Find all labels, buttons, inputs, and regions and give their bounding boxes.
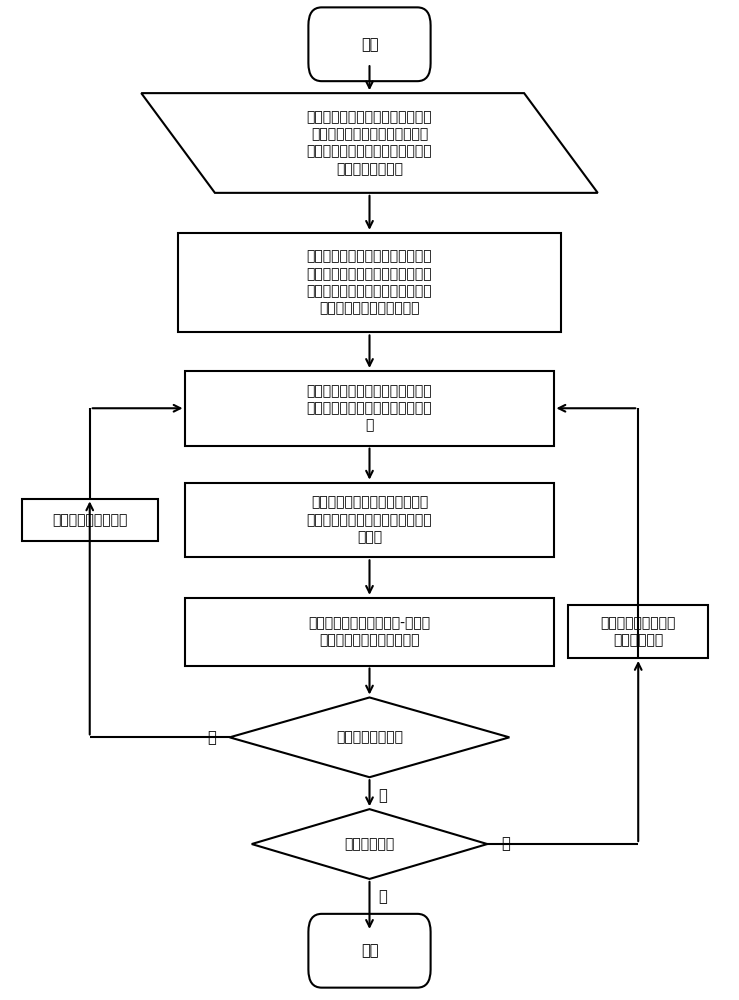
Text: 是: 是	[378, 788, 387, 803]
Text: 读取停止时刻的结果
作为初始条件: 读取停止时刻的结果 作为初始条件	[601, 616, 676, 647]
Polygon shape	[230, 697, 509, 777]
Bar	[178, 233, 561, 332]
Text: 否: 否	[207, 730, 216, 745]
Text: 迁移时长判断: 迁移时长判断	[344, 837, 395, 851]
Polygon shape	[141, 93, 598, 193]
Text: 调用蒸汽泡数量随尺寸分布的关
系，输入事故初始时刻气泡数量分
布规律: 调用蒸汽泡数量随尺寸分布的关 系，输入事故初始时刻气泡数量分 布规律	[307, 496, 432, 544]
Text: 调用铅基合金物性关系式，引入多
孔介质模型和湍流普朗特模型，获
得反应堆一回路稳态温度场、压力
场，作为事故工况计算初値: 调用铅基合金物性关系式，引入多 孔介质模型和湍流普朗特模型，获 得反应堆一回路稳…	[307, 250, 432, 316]
Text: 路径计算收敛判断: 路径计算收敛判断	[336, 730, 403, 744]
Bar	[185, 598, 554, 666]
Text: 是: 是	[378, 889, 387, 904]
FancyBboxPatch shape	[308, 914, 431, 988]
Bar	[21, 499, 158, 541]
Text: 结束: 结束	[361, 943, 378, 958]
Text: 修正拖曳系数关系式: 修正拖曳系数关系式	[52, 513, 127, 527]
FancyBboxPatch shape	[308, 7, 431, 81]
Text: 开始: 开始	[361, 37, 378, 52]
Text: 设置破口位置，调用欧拉-拉格朗
日算法求解蒸汽泡迁移路径: 设置破口位置，调用欧拉-拉格朗 日算法求解蒸汽泡迁移路径	[308, 616, 431, 647]
Polygon shape	[252, 809, 487, 879]
Text: 否: 否	[501, 837, 510, 852]
Text: 调用蒸汽泡拖曳力计算功能，选取
拖曳系数关系式计算汽泡所受拖曳
力: 调用蒸汽泡拖曳力计算功能，选取 拖曳系数关系式计算汽泡所受拖曳 力	[307, 384, 432, 433]
Bar	[568, 605, 708, 658]
Bar	[185, 371, 554, 446]
Bar	[185, 483, 554, 557]
Text: 根据反应堆结构参数进行建模，输
入一回路初始温度场、压力场分
布，二回路温度、压力边界条件，
作为稳态计算初値: 根据反应堆结构参数进行建模，输 入一回路初始温度场、压力场分 布，二回路温度、压…	[307, 110, 432, 176]
